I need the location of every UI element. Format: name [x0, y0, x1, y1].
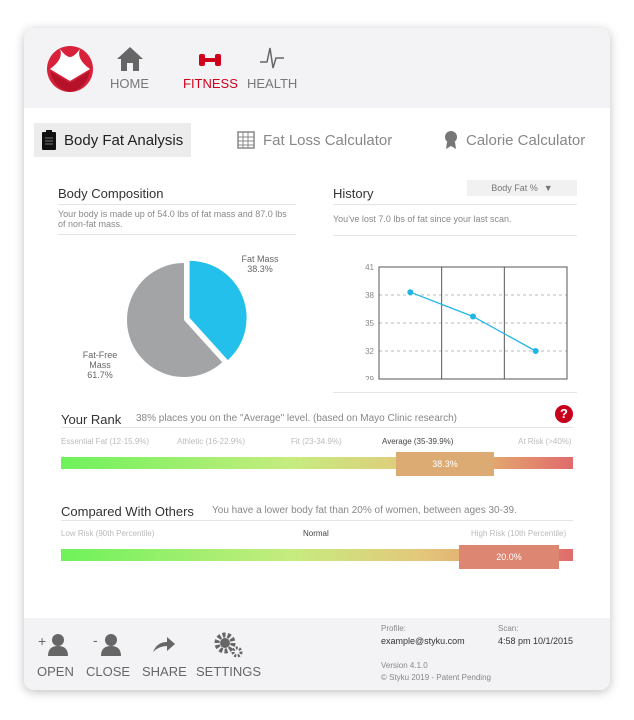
history-line-chart: 4138353229Oct 1Oct 20Nov 21 — [365, 263, 568, 380]
compare-marker: 20.0% — [459, 545, 559, 569]
styku-logo — [47, 46, 93, 92]
remove-user-icon: - — [93, 632, 122, 656]
compare-level: Low Risk (90th Percentile) — [61, 529, 155, 538]
svg-text:+: + — [38, 633, 46, 649]
tab-label: Fat Loss Calculator — [263, 131, 393, 149]
rank-level: Athletic (16-22.9%) — [177, 437, 246, 446]
scan-time: 4:58 pm 10/1/2015 — [498, 636, 574, 646]
compare-level: High Risk (10th Percentile) — [471, 529, 567, 538]
scan-info: Scan: 4:58 pm 10/1/2015 — [498, 624, 573, 646]
table-icon — [237, 131, 255, 149]
history-description: You've lost 7.0 lbs of fat since your la… — [333, 214, 512, 224]
plot-frame — [378, 266, 568, 380]
free-pct: 61.7% — [87, 370, 113, 380]
button-label: SETTINGS — [196, 664, 262, 679]
rank-title: Your Rank — [61, 412, 122, 427]
free-label1: Fat-Free — [82, 350, 118, 360]
nav-label: HEALTH — [247, 76, 298, 91]
nav-health[interactable]: HEALTH — [247, 46, 297, 91]
fat-free-label: Fat-Free Mass 61.7% — [74, 350, 126, 380]
rank-description: 38% places you on the "Average" level. (… — [136, 413, 457, 424]
profile-info: Profile: example@styku.com — [381, 624, 465, 646]
metric-dropdown[interactable]: Body Fat % ▼ — [467, 180, 577, 196]
tab-label: Body Fat Analysis — [64, 131, 184, 149]
svg-text:-: - — [93, 632, 98, 648]
button-label: OPEN — [37, 664, 74, 679]
rank-level: Average (35-39.9%) — [382, 437, 454, 446]
tab-calorie-calculator[interactable]: Calorie Calculator — [436, 123, 593, 157]
share-button[interactable]: SHARE — [142, 632, 187, 679]
y-tick-label: 32 — [365, 347, 374, 356]
close-button[interactable]: - CLOSE — [86, 632, 130, 679]
nav-home[interactable]: HOME — [110, 46, 149, 91]
add-user-icon: + — [38, 633, 69, 656]
profile-label: Profile: — [381, 624, 406, 633]
award-icon — [445, 131, 457, 149]
data-point — [407, 289, 414, 296]
free-label2: Mass — [89, 360, 111, 370]
nav-label: FITNESS — [183, 76, 238, 91]
share-arrow-icon — [153, 637, 176, 652]
series-line — [410, 291, 536, 352]
app-window: HOME FITNESS HEALTH Body Fat Analysis Fa… — [24, 28, 610, 690]
tab-body-fat-analysis[interactable]: Body Fat Analysis — [34, 123, 192, 157]
heartbeat-icon — [260, 47, 285, 69]
scan-label: Scan: — [498, 624, 519, 633]
rank-level: Essential Fat (12-15.9%) — [61, 437, 150, 446]
data-point — [532, 348, 539, 354]
pie-slice-fat-free — [127, 263, 223, 377]
fat-mass-label: Fat Mass 38.3% — [230, 254, 290, 274]
fat-pct: 38.3% — [247, 264, 273, 274]
tab-fat-loss-calculator[interactable]: Fat Loss Calculator — [229, 123, 400, 157]
footer: + OPEN - CLOSE SHARE SETTINGS Profile: exam… — [24, 618, 610, 690]
y-tick-label: 38 — [365, 291, 374, 300]
composition-pie-chart — [127, 260, 247, 377]
composition-description: Your body is made up of 54.0 lbs of fat … — [58, 209, 287, 229]
compare-level: Normal — [303, 529, 329, 538]
data-point — [470, 313, 476, 320]
compare-bar — [61, 549, 573, 561]
nav-fitness[interactable]: FITNESS — [183, 46, 238, 91]
home-icon — [116, 47, 143, 71]
help-icon[interactable]: ? — [555, 405, 573, 423]
button-label: SHARE — [142, 664, 187, 679]
y-tick-label: 41 — [365, 263, 374, 272]
history-title: History — [333, 186, 374, 201]
clipboard-icon — [42, 130, 56, 150]
copyright-text: © Styku 2019 - Patent Pending — [381, 673, 491, 682]
y-tick-label: 29 — [365, 375, 374, 380]
rank-bar — [61, 457, 573, 469]
rank-marker: 38.3% — [396, 452, 494, 476]
dumbbell-icon — [199, 54, 222, 66]
rank-level: At Risk (>40%) — [518, 437, 572, 446]
tab-label: Calorie Calculator — [466, 131, 586, 149]
button-label: CLOSE — [86, 664, 131, 679]
body-composition-title: Body Composition — [58, 186, 164, 201]
settings-button[interactable]: SETTINGS — [196, 632, 261, 679]
profile-email: example@styku.com — [381, 636, 465, 646]
rank-level: Fit (23-34.9%) — [291, 437, 342, 446]
pie-slice-fat — [189, 260, 247, 361]
open-button[interactable]: + OPEN — [37, 632, 74, 679]
fat-label: Fat Mass — [241, 254, 279, 264]
compare-description: You have a lower body fat than 20% of wo… — [212, 505, 517, 516]
header: HOME FITNESS HEALTH — [24, 28, 610, 108]
caret-down-icon: ▼ — [543, 183, 553, 193]
dropdown-value: Body Fat % — [491, 183, 538, 193]
gears-icon — [214, 632, 242, 658]
nav-label: HOME — [110, 76, 149, 91]
version-text: Version 4.1.0 — [381, 661, 428, 670]
y-tick-label: 35 — [365, 319, 374, 328]
compare-title: Compared With Others — [61, 504, 194, 519]
